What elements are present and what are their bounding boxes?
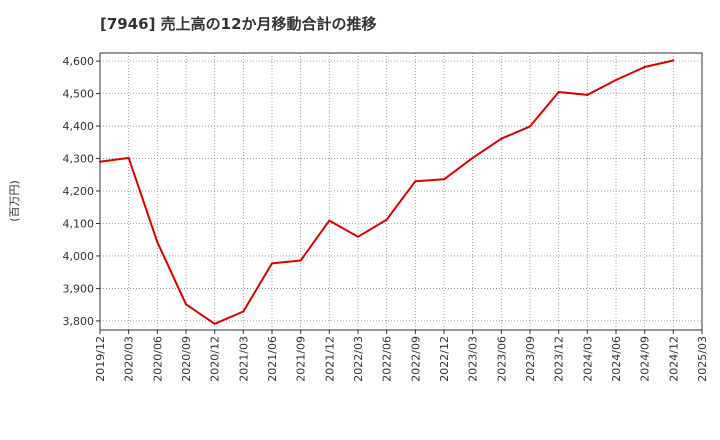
y-tick-label: 4,600: [63, 55, 95, 68]
x-tick-label: 2023/03: [467, 336, 480, 382]
y-tick-label: 3,900: [63, 282, 95, 295]
data-point: [586, 93, 589, 96]
x-tick-label: 2020/06: [151, 336, 164, 382]
x-tick-label: 2022/06: [381, 336, 394, 382]
data-point: [299, 259, 302, 262]
data-point: [385, 218, 388, 221]
x-tick-label: 2020/12: [209, 336, 222, 382]
x-tick-label: 2020/03: [123, 336, 136, 382]
x-tick-label: 2021/03: [237, 336, 250, 382]
data-point: [156, 240, 159, 243]
data-point: [672, 59, 675, 62]
x-tick-label: 2021/09: [295, 336, 308, 382]
x-tick-label: 2021/06: [266, 336, 279, 382]
x-tick-label: 2023/12: [553, 336, 566, 382]
data-point: [443, 178, 445, 181]
data-point: [328, 219, 331, 222]
y-tick-label: 4,400: [63, 120, 95, 133]
data-point: [500, 137, 503, 140]
x-tick-label: 2023/06: [495, 336, 508, 382]
x-tick-label: 2022/09: [409, 336, 422, 382]
y-tick-label: 4,100: [63, 217, 95, 230]
x-tick-label: 2024/03: [581, 336, 594, 382]
data-point: [357, 235, 359, 238]
y-tick-label: 4,200: [63, 185, 95, 198]
data-point: [242, 310, 245, 313]
data-point: [529, 125, 531, 128]
y-tick-label: 4,000: [63, 250, 95, 263]
data-point: [471, 156, 474, 159]
y-tick-label: 4,500: [63, 88, 95, 101]
x-tick-label: 2024/09: [639, 336, 652, 382]
x-tick-label: 2022/03: [352, 336, 365, 382]
x-tick-label: 2023/09: [524, 336, 537, 382]
x-tick-label: 2025/03: [696, 336, 709, 382]
x-tick-label: 2019/12: [94, 336, 107, 382]
y-tick-label: 3,800: [63, 315, 95, 328]
x-tick-label: 2022/12: [438, 336, 451, 382]
data-point: [557, 90, 560, 93]
y-axis-label: (百万円): [8, 180, 21, 222]
x-tick-label: 2021/12: [323, 336, 336, 382]
data-point: [271, 262, 273, 265]
chart-title: [7946] 売上高の12か月移動合計の推移: [100, 15, 377, 33]
x-tick-label: 2024/12: [667, 336, 680, 382]
y-tick-label: 4,300: [63, 153, 95, 166]
data-point: [99, 160, 101, 163]
data-point: [127, 156, 130, 159]
data-point: [643, 65, 646, 68]
data-point: [615, 78, 617, 81]
x-tick-label: 2020/09: [180, 336, 193, 382]
data-point: [185, 303, 187, 306]
data-point: [213, 322, 216, 325]
data-point: [414, 180, 417, 183]
x-tick-label: 2024/06: [610, 336, 623, 382]
